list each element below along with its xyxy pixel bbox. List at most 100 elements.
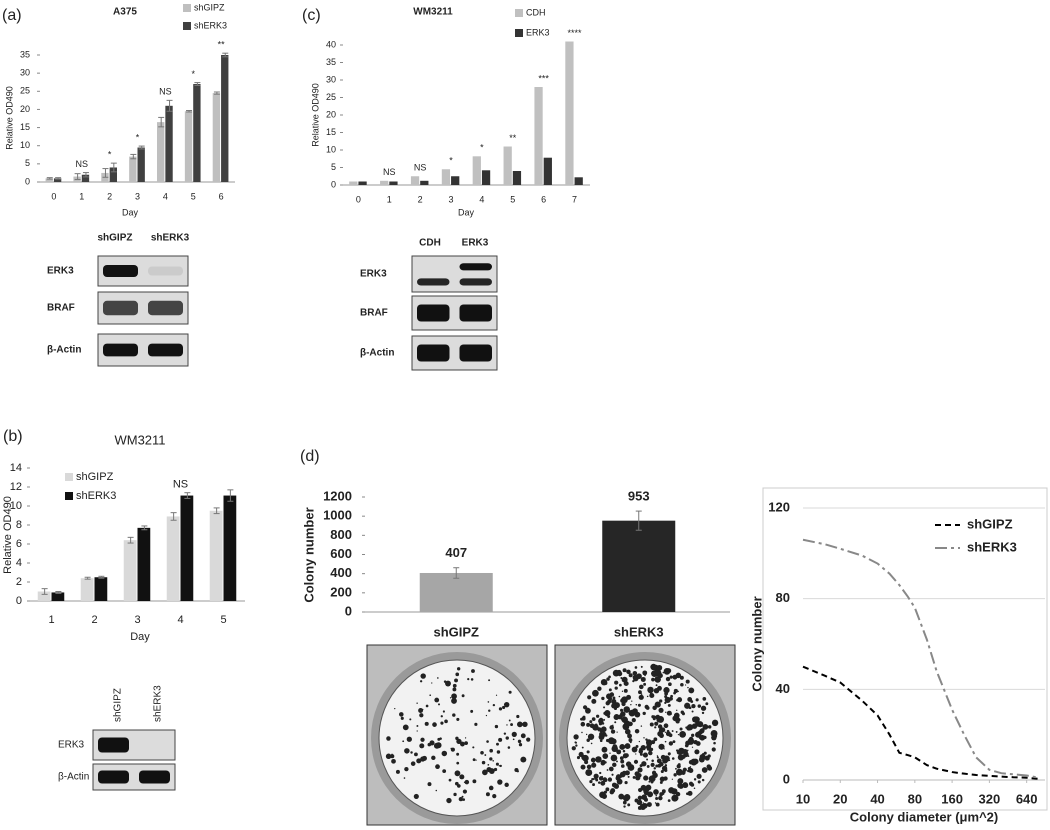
data-label: 407 [445, 545, 467, 560]
colony [600, 780, 606, 786]
colony [671, 788, 678, 795]
colony [451, 698, 457, 704]
colony [688, 687, 695, 694]
colony [488, 679, 491, 682]
colony [390, 754, 395, 759]
colony [704, 755, 710, 761]
colony [663, 723, 669, 729]
colony [573, 734, 579, 740]
colony [679, 675, 684, 680]
colony [475, 759, 477, 761]
colony [603, 711, 607, 715]
colony [632, 670, 638, 676]
colony [634, 666, 638, 669]
colony [586, 722, 591, 727]
y-tick-label: 0 [25, 176, 30, 186]
colony [711, 734, 717, 741]
colony [409, 718, 412, 721]
legend-label: shERK3 [967, 539, 1017, 554]
colony [497, 779, 503, 785]
bar [451, 176, 460, 185]
colony [592, 783, 595, 787]
y-tick-label: 1200 [323, 488, 352, 503]
colony [658, 707, 664, 713]
colony [648, 752, 650, 754]
error-bar [84, 576, 91, 580]
colony [649, 692, 655, 699]
colony [623, 688, 628, 693]
colony [587, 695, 592, 700]
colony [622, 800, 627, 805]
colony [654, 721, 659, 726]
colony [425, 704, 429, 708]
colony [634, 728, 640, 734]
colony [391, 753, 393, 756]
colony [454, 678, 458, 683]
bar [389, 181, 398, 185]
blot-band [139, 770, 170, 784]
colony [672, 674, 678, 680]
colony [601, 746, 608, 753]
colony [414, 752, 418, 757]
blot-lane-label: shGIPZ [113, 688, 124, 722]
colony [489, 757, 493, 761]
colony [624, 781, 628, 785]
colony [646, 765, 650, 768]
colony [612, 724, 614, 727]
colony [628, 673, 633, 678]
error-bar [110, 162, 117, 173]
colony [587, 733, 595, 740]
colony [703, 751, 707, 755]
blot-row-label: ERK3 [58, 740, 85, 751]
colony [620, 759, 625, 764]
colony [518, 743, 523, 747]
error-bar [46, 177, 53, 180]
panel-label: (c) [302, 7, 321, 24]
colony [700, 728, 705, 733]
colony [485, 714, 488, 717]
colony [485, 792, 490, 797]
colony [671, 778, 673, 780]
panel-label: (d) [300, 448, 320, 465]
error-bar [213, 507, 220, 515]
colony [607, 737, 615, 745]
blot-row-label: β-Actin [58, 772, 89, 783]
colony [495, 762, 499, 766]
colony [673, 773, 677, 777]
colony [488, 785, 494, 791]
error-bar [213, 91, 220, 95]
colony [664, 740, 667, 743]
colony [493, 767, 498, 772]
significance-label: * [136, 132, 140, 142]
colony [603, 706, 606, 709]
y-axis-label: Relative OD490 [4, 86, 14, 150]
colony [604, 710, 611, 717]
colony [402, 724, 409, 731]
bar [123, 540, 137, 601]
error-bar [130, 153, 137, 160]
legend-swatch [183, 4, 191, 12]
colony [609, 752, 611, 754]
colony [659, 761, 664, 767]
error-bar [55, 177, 62, 180]
x-tick-label: 0 [356, 194, 361, 204]
chart-title: A375 [113, 7, 137, 18]
y-tick-label: 30 [326, 74, 336, 84]
colony [665, 668, 672, 674]
x-tick-label: 2 [91, 614, 97, 626]
colony [395, 769, 400, 774]
colony [655, 689, 658, 691]
x-tick-label: 7 [572, 194, 577, 204]
x-tick-label: 80 [908, 791, 922, 806]
colony [659, 776, 665, 782]
bar [157, 122, 165, 182]
colony [462, 798, 466, 801]
y-tick-label: 5 [25, 158, 30, 168]
colony [620, 711, 626, 717]
y-tick-label: 30 [20, 68, 30, 78]
error-bar [127, 536, 134, 544]
colony [526, 737, 531, 742]
colony [671, 757, 675, 760]
x-tick-label: 1 [387, 194, 392, 204]
colony [601, 722, 605, 725]
